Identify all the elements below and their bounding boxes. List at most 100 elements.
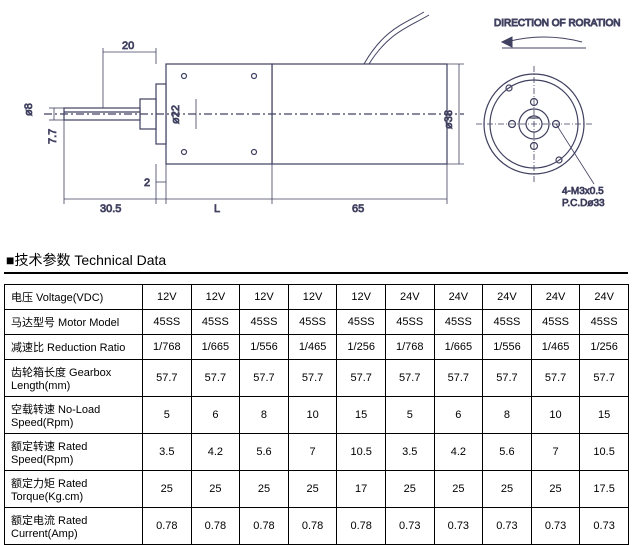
table-cell: 5.6 xyxy=(240,434,289,471)
row-header: 额定电流 Rated Current(Amp) xyxy=(5,508,143,545)
table-cell: 1/768 xyxy=(385,335,434,360)
table-cell: 57.7 xyxy=(288,360,337,397)
table-cell: 57.7 xyxy=(531,360,580,397)
section-title-en: Technical Data xyxy=(70,252,166,268)
table-cell: 25 xyxy=(240,471,289,508)
table-cell: 57.7 xyxy=(434,360,483,397)
table-cell: 0.73 xyxy=(483,508,532,545)
table-cell: 45SS xyxy=(483,310,532,335)
table-cell: 0.73 xyxy=(580,508,629,545)
table-cell: 1/768 xyxy=(143,335,192,360)
table-cell: 24V xyxy=(531,285,580,310)
table-cell: 45SS xyxy=(240,310,289,335)
table-cell: 12V xyxy=(337,285,386,310)
table-cell: 57.7 xyxy=(191,360,240,397)
table-cell: 45SS xyxy=(288,310,337,335)
table-row: 额定转速 Rated Speed(Rpm)3.54.25.6710.53.54.… xyxy=(5,434,629,471)
section-title: ■技术参数 Technical Data xyxy=(4,248,628,274)
dim-o8: ø8 xyxy=(23,103,35,116)
table-cell: 45SS xyxy=(337,310,386,335)
table-cell: 1/256 xyxy=(580,335,629,360)
direction-label: DIRECTION OF RORATION xyxy=(494,18,620,29)
table-cell: 25 xyxy=(143,471,192,508)
table-cell: 24V xyxy=(385,285,434,310)
table-cell: 57.7 xyxy=(580,360,629,397)
table-cell: 57.7 xyxy=(337,360,386,397)
table-cell: 12V xyxy=(240,285,289,310)
table-cell: 17.5 xyxy=(580,471,629,508)
table-cell: 7 xyxy=(288,434,337,471)
table-cell: 1/665 xyxy=(434,335,483,360)
table-cell: 5 xyxy=(143,397,192,434)
dim-65: 65 xyxy=(352,203,364,215)
table-cell: 17 xyxy=(337,471,386,508)
row-header: 额定力矩 Rated Torque(Kg.cm) xyxy=(5,471,143,508)
table-cell: 6 xyxy=(434,397,483,434)
table-cell: 7 xyxy=(531,434,580,471)
table-cell: 0.73 xyxy=(434,508,483,545)
table-cell: 8 xyxy=(483,397,532,434)
table-cell: 15 xyxy=(580,397,629,434)
dim-2: 2 xyxy=(144,177,150,189)
table-cell: 24V xyxy=(434,285,483,310)
technical-drawing: 20 30.5 L 65 2 ø8 7.7 xyxy=(4,4,628,240)
table-cell: 10 xyxy=(531,397,580,434)
dim-o38: ø38 xyxy=(443,110,455,129)
row-header: 马达型号 Motor Model xyxy=(5,310,143,335)
table-cell: 12V xyxy=(143,285,192,310)
table-cell: 12V xyxy=(288,285,337,310)
table-cell: 1/556 xyxy=(240,335,289,360)
row-header: 额定转速 Rated Speed(Rpm) xyxy=(5,434,143,471)
table-row: 马达型号 Motor Model45SS45SS45SS45SS45SS45SS… xyxy=(5,310,629,335)
table-cell: 1/256 xyxy=(337,335,386,360)
table-cell: 25 xyxy=(191,471,240,508)
table-cell: 57.7 xyxy=(143,360,192,397)
table-cell: 1/465 xyxy=(288,335,337,360)
table-cell: 45SS xyxy=(385,310,434,335)
table-cell: 57.7 xyxy=(483,360,532,397)
table-cell: 24V xyxy=(483,285,532,310)
row-header: 齿轮箱长度 Gearbox Length(mm) xyxy=(5,360,143,397)
table-cell: 8 xyxy=(240,397,289,434)
table-cell: 0.73 xyxy=(531,508,580,545)
table-cell: 25 xyxy=(531,471,580,508)
table-cell: 25 xyxy=(483,471,532,508)
table-cell: 0.78 xyxy=(143,508,192,545)
table-cell: 45SS xyxy=(143,310,192,335)
dim-20: 20 xyxy=(122,40,134,52)
row-header: 电压 Voltage(VDC) xyxy=(5,285,143,310)
table-cell: 25 xyxy=(434,471,483,508)
dim-30-5: 30.5 xyxy=(100,203,121,215)
table-cell: 3.5 xyxy=(385,434,434,471)
table-cell: 1/556 xyxy=(483,335,532,360)
table-cell: 45SS xyxy=(580,310,629,335)
table-cell: 0.78 xyxy=(337,508,386,545)
table-cell: 5.6 xyxy=(483,434,532,471)
table-cell: 10 xyxy=(288,397,337,434)
dim-pcd: P.C.Dø33 xyxy=(562,198,605,209)
row-header: 空载转速 No-Load Speed(Rpm) xyxy=(5,397,143,434)
page-root: 20 30.5 L 65 2 ø8 7.7 xyxy=(0,0,632,516)
dim-L: L xyxy=(214,203,220,215)
table-cell: 45SS xyxy=(191,310,240,335)
table-cell: 10.5 xyxy=(337,434,386,471)
table-cell: 57.7 xyxy=(385,360,434,397)
table-cell: 5 xyxy=(385,397,434,434)
section-title-cn: ■技术参数 xyxy=(6,254,70,269)
table-cell: 45SS xyxy=(434,310,483,335)
table-cell: 0.73 xyxy=(385,508,434,545)
table-cell: 57.7 xyxy=(240,360,289,397)
table-cell: 15 xyxy=(337,397,386,434)
technical-data-table: 电压 Voltage(VDC)12V12V12V12V12V24V24V24V2… xyxy=(4,284,629,545)
table-cell: 0.78 xyxy=(191,508,240,545)
table-cell: 1/665 xyxy=(191,335,240,360)
table-cell: 0.78 xyxy=(240,508,289,545)
table-cell: 10.5 xyxy=(580,434,629,471)
table-row: 电压 Voltage(VDC)12V12V12V12V12V24V24V24V2… xyxy=(5,285,629,310)
table-cell: 4.2 xyxy=(434,434,483,471)
table-cell: 12V xyxy=(191,285,240,310)
table-row: 齿轮箱长度 Gearbox Length(mm)57.757.757.757.7… xyxy=(5,360,629,397)
table-row: 额定电流 Rated Current(Amp)0.780.780.780.780… xyxy=(5,508,629,545)
dim-7-7: 7.7 xyxy=(47,129,59,144)
table-cell: 24V xyxy=(580,285,629,310)
